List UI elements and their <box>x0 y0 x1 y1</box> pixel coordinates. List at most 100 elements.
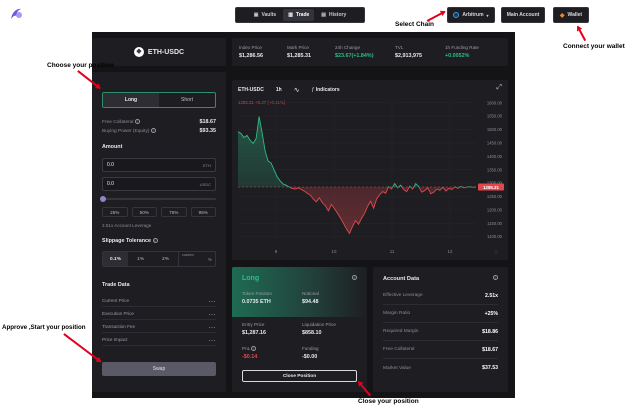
percent-75-button[interactable]: 75% <box>161 207 187 217</box>
account-row-required-margin: Required Margin $18.86 <box>383 323 498 341</box>
long-tab[interactable]: Long <box>103 93 159 107</box>
amount-usdc-unit: USDC <box>199 181 211 187</box>
chart-settings-icon[interactable]: ◌ <box>494 250 498 256</box>
annotation-close-position: Close your position <box>358 398 419 405</box>
account-row-label: Market Value <box>383 365 411 371</box>
y-tick-label: 1200.00 <box>487 207 503 212</box>
amount-slider-handle[interactable] <box>100 196 106 202</box>
percent-label: 95% <box>198 209 208 215</box>
percent-label: 50% <box>139 209 149 215</box>
funding-label: Funding <box>302 346 319 351</box>
y-tick-label: 1500.00 <box>487 127 503 132</box>
notional: Notional $94.48 <box>302 291 319 305</box>
short-tab[interactable]: Short <box>159 93 215 107</box>
chart-interval-button[interactable]: 1h <box>275 87 282 93</box>
token-position: Token Position 0.0735 ETH <box>242 291 272 305</box>
percent-25-button[interactable]: 25% <box>102 207 128 217</box>
tab-history[interactable]: ▤ History <box>316 9 351 21</box>
info-icon: i <box>134 119 140 125</box>
history-icon: ▤ <box>321 12 327 18</box>
info-icon[interactable]: i <box>352 275 357 281</box>
token-position-label: Token Position <box>242 291 272 296</box>
stat-label: TVL <box>395 45 404 50</box>
slippage-custom-input[interactable]: custom % <box>178 252 215 266</box>
long-tab-label: Long <box>124 97 138 103</box>
close-position-button[interactable]: Close Position <box>242 370 357 382</box>
wallet-label: Wallet <box>567 12 583 18</box>
chart-toolbar: ETH-USDC 1h ∿ ƒ Indicators <box>238 86 340 94</box>
amount-eth-value: 0.0 <box>107 162 114 168</box>
slippage-title: Slippage Tolerance i <box>102 238 158 244</box>
tab-vaults-label: Vaults <box>261 12 277 18</box>
account-row-value: $18.86 <box>482 328 498 335</box>
slippage-option-label: 0.1% <box>110 256 121 262</box>
stat-funding-rate: 1h Funding Rate +0.0052% <box>445 45 501 59</box>
stat-mark-price: Mark Price $1,285.31 <box>287 45 335 59</box>
annotation-select-chain: Select Chain <box>395 21 435 28</box>
bottom-annotation-margin <box>0 398 640 418</box>
market-stats: Index Price $1,286.56 Mark Price $1,285.31… <box>232 38 508 66</box>
trade-data-title: Trade Data <box>102 282 130 288</box>
annotation-choose-position: Choose your position <box>47 62 114 69</box>
chart-pair-label: ETH-USDC <box>238 87 264 93</box>
fullscreen-icon[interactable]: ⤢ <box>496 84 502 91</box>
wallet-button[interactable]: ◆ Wallet <box>553 7 589 23</box>
trade-row-current-price: Current Price... <box>102 294 216 307</box>
slippage-option-2[interactable]: 2% <box>153 257 178 262</box>
app-logo[interactable] <box>8 6 24 22</box>
notional-label: Notional <box>302 291 319 296</box>
entry-price-label: Entry Price <box>242 322 265 327</box>
buying-power-row: Buying Power (Equity) i $93.35 <box>102 128 216 134</box>
free-collateral-row: Free Collateral i $18.67 <box>102 119 216 125</box>
y-tick-label: 1300.00 <box>487 181 503 186</box>
percent-50-button[interactable]: 50% <box>131 207 157 217</box>
amount-usdc-input[interactable]: 0.0 USDC <box>102 177 216 191</box>
stat-24h-change: 24h Change $23.67(+1.84%) <box>335 45 395 59</box>
main-account-button[interactable]: Main Account <box>501 7 545 23</box>
tab-trade[interactable]: ▥ Trade <box>283 9 315 21</box>
chart-line-above <box>237 116 476 187</box>
amount-eth-input[interactable]: 0.0 ETH <box>102 158 216 172</box>
chart-x-axis: 9 10 11 12 <box>275 249 453 254</box>
stat-value: +0.0052% <box>445 53 470 59</box>
amount-slider-track[interactable] <box>100 196 216 202</box>
percent-95-button[interactable]: 95% <box>190 207 216 217</box>
account-panel: Account Data i Effective Leverage 2.51x M… <box>373 267 508 392</box>
account-row-label: Free Collateral <box>383 347 415 352</box>
side-toggle: Long Short <box>102 92 216 108</box>
x-tick-label: 10 <box>332 249 337 254</box>
buying-power-value: $93.35 <box>199 128 217 134</box>
trade-row-price-impact: Price Impact... <box>102 333 216 346</box>
info-icon: i <box>152 238 158 244</box>
slippage-custom-unit: % <box>207 257 212 262</box>
free-collateral-value: $18.67 <box>199 119 217 125</box>
chart-type-icon[interactable]: ∿ <box>293 87 300 94</box>
y-tick-label: 1600.00 <box>487 100 503 105</box>
pnl-value: -$0.14 <box>242 354 258 361</box>
metamask-icon: ◆ <box>559 12 565 19</box>
tab-trade-label: Trade <box>295 12 310 18</box>
info-icon[interactable]: i <box>493 275 498 281</box>
y-tick-label: 1100.00 <box>487 234 502 239</box>
tab-history-label: History <box>329 12 347 18</box>
position-side: Long <box>242 275 260 282</box>
tab-vaults[interactable]: ▣ Vaults <box>249 9 281 21</box>
account-row-free-collateral: Free Collateral $18.67 <box>383 341 498 359</box>
stat-label: Mark Price <box>287 45 309 50</box>
pnl-label: PnL <box>242 346 251 351</box>
y-tick-label: 1550.00 <box>487 114 503 119</box>
swap-button[interactable]: Swap <box>102 362 216 376</box>
stat-label: Index Price <box>239 45 262 50</box>
price-chart[interactable]: 1600.00 1550.00 1500.00 1450.00 1400.00 1350.… <box>232 80 508 260</box>
amount-label: Amount <box>102 144 123 150</box>
slippage-option-0-1[interactable]: 0.1% <box>103 252 128 266</box>
slippage-option-1[interactable]: 1% <box>128 257 153 262</box>
trade-icon: ▥ <box>288 12 293 18</box>
trade-row-execution-price: Execution Price... <box>102 307 216 320</box>
info-icon: i <box>251 346 257 352</box>
last-price-tag-bg <box>478 183 504 191</box>
chart-indicators-button[interactable]: ƒ Indicators <box>312 87 340 93</box>
chain-selector[interactable]: Arbitrum ▾ <box>447 7 495 23</box>
chart-y-axis: 1600.00 1550.00 1500.00 1450.00 1400.00 1350.… <box>487 100 503 239</box>
order-panel: Long Short Free Collateral i $18.67 Buyi… <box>92 72 226 392</box>
